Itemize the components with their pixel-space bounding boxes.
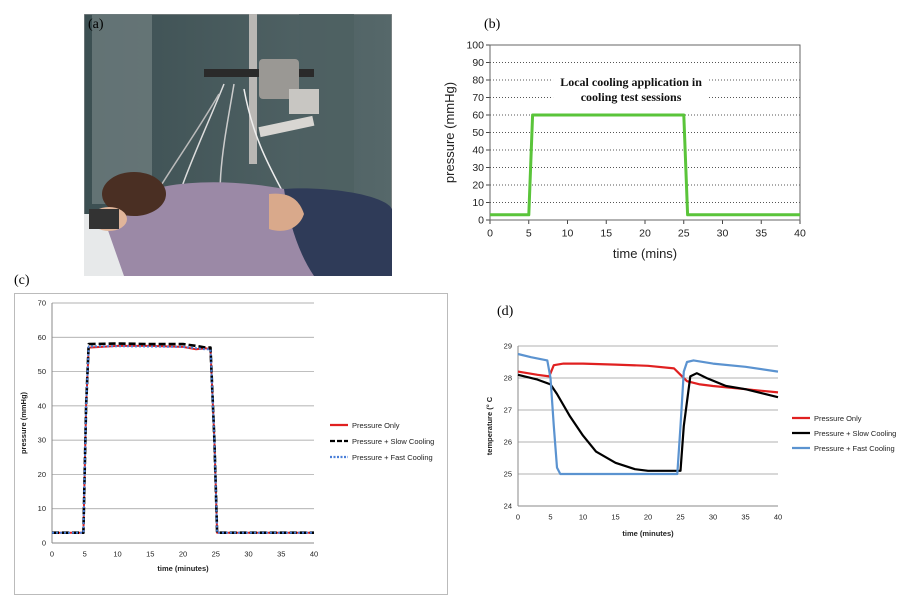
x-tick-label: 35 xyxy=(741,513,749,522)
x-tick-label: 0 xyxy=(50,550,54,559)
y-tick-label: 24 xyxy=(504,502,512,511)
x-axis-label: time (minutes) xyxy=(622,529,674,538)
y-tick-label: 50 xyxy=(38,367,46,376)
y-tick-label: 30 xyxy=(472,162,484,174)
y-tick-label: 26 xyxy=(504,438,512,447)
y-tick-label: 25 xyxy=(504,470,512,479)
series-line-1 xyxy=(490,113,800,217)
panel-label-a: (a) xyxy=(88,17,104,32)
y-tick-label: 27 xyxy=(504,406,512,415)
y-tick-label: 40 xyxy=(38,401,46,410)
x-tick-label: 25 xyxy=(676,513,684,522)
legend-label: Pressure + Slow Cooling xyxy=(352,437,434,446)
x-tick-label: 20 xyxy=(644,513,652,522)
series-line-1 xyxy=(52,344,314,534)
x-tick-label: 30 xyxy=(717,228,729,240)
y-tick-label: 0 xyxy=(478,215,484,227)
series-line-1 xyxy=(517,362,779,394)
x-tick-label: 10 xyxy=(113,550,121,559)
y-tick-label: 60 xyxy=(472,110,484,122)
plot-border xyxy=(489,44,801,221)
y-tick-label: 30 xyxy=(38,436,46,445)
y-tick-label: 20 xyxy=(472,180,484,192)
x-tick-label: 35 xyxy=(277,550,285,559)
series-line-2 xyxy=(517,372,779,472)
x-axis-label: time (mins) xyxy=(613,246,677,261)
y-tick-label: 80 xyxy=(472,75,484,87)
y-axis-label: pressure (mmHg) xyxy=(19,391,28,454)
y-tick-label: 29 xyxy=(504,342,512,351)
y-tick-label: 28 xyxy=(504,374,512,383)
y-tick-label: 90 xyxy=(472,57,484,69)
y-axis-label: pressure (mmHg) xyxy=(442,82,457,183)
y-tick-label: 70 xyxy=(472,92,484,104)
x-tick-label: 0 xyxy=(516,513,520,522)
chart-c: 0 10 20 30 40 50 60 70 0 5 10 15 20 25 30 35 40 time (min… xyxy=(14,293,448,595)
x-tick-label: 20 xyxy=(179,550,187,559)
annotation-line-2: cooling test sessions xyxy=(581,90,682,104)
x-tick-label: 5 xyxy=(548,513,552,522)
x-tick-label: 30 xyxy=(244,550,252,559)
annotation-background xyxy=(553,73,710,105)
x-tick-label: 15 xyxy=(146,550,154,559)
legend-label: Pressure + Fast Cooling xyxy=(814,444,895,453)
x-tick-label: 25 xyxy=(212,550,220,559)
y-tick-label: 50 xyxy=(472,127,484,139)
panel-label-b: (b) xyxy=(484,17,501,32)
y-tick-label: 40 xyxy=(472,145,484,157)
x-tick-label: 5 xyxy=(526,228,532,240)
x-tick-label: 30 xyxy=(709,513,717,522)
y-tick-label: 0 xyxy=(42,539,46,548)
x-tick-label: 5 xyxy=(83,550,87,559)
series-line-3 xyxy=(52,345,314,534)
y-tick-label: 20 xyxy=(38,470,46,479)
panel-label-d: (d) xyxy=(497,304,514,319)
y-tick-label: 70 xyxy=(38,299,46,308)
x-tick-label: 35 xyxy=(755,228,767,240)
y-tick-label: 10 xyxy=(472,197,484,209)
y-tick-label: 100 xyxy=(466,40,484,52)
chart-d: 24 25 26 27 28 29 0 5 10 15 20 25 30 35 40 time (minute… xyxy=(485,342,896,539)
panel-label-c: (c) xyxy=(14,273,30,288)
x-tick-label: 10 xyxy=(579,513,587,522)
y-axis-label: temperature (° C xyxy=(485,396,494,455)
x-tick-label: 40 xyxy=(794,228,806,240)
annotation-line-1: Local cooling application in xyxy=(560,75,702,89)
legend-label: Pressure Only xyxy=(352,421,400,430)
x-tick-label: 0 xyxy=(487,228,493,240)
chart-frame xyxy=(14,293,448,595)
x-tick-label: 20 xyxy=(639,228,651,240)
x-tick-label: 10 xyxy=(562,228,574,240)
x-tick-label: 15 xyxy=(600,228,612,240)
legend-label: Pressure Only xyxy=(814,414,862,423)
x-tick-label: 40 xyxy=(774,513,782,522)
legend-label: Pressure + Fast Cooling xyxy=(352,453,433,462)
chart-b: 0 10 20 30 40 50 60 70 80 90 100 0 5 10 15 20 25 30 35 40 ti… xyxy=(442,40,806,262)
y-tick-label: 10 xyxy=(38,504,46,513)
legend-label: Pressure + Slow Cooling xyxy=(814,429,896,438)
y-tick-label: 60 xyxy=(38,333,46,342)
experiment-photo xyxy=(84,14,392,276)
series-line-3 xyxy=(517,352,779,476)
x-tick-label: 15 xyxy=(611,513,619,522)
x-axis-label: time (minutes) xyxy=(157,564,209,573)
x-tick-label: 40 xyxy=(310,550,318,559)
x-tick-label: 25 xyxy=(678,228,690,240)
